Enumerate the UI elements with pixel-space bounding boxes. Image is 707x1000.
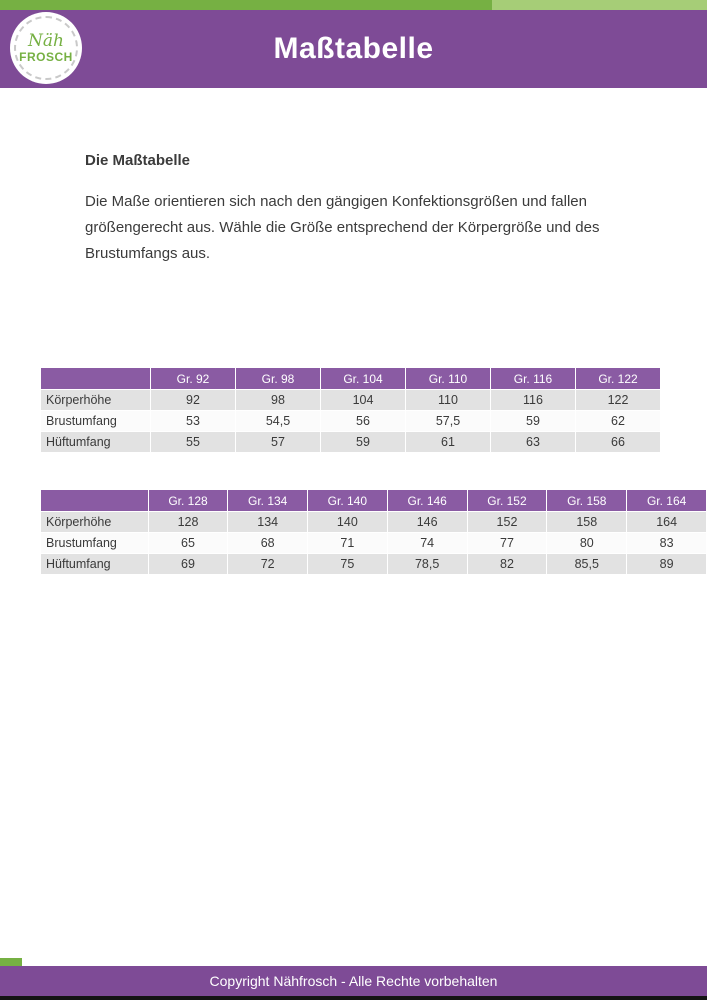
intro-text-block: Die Maßtabelle Die Maße orientieren sich… xyxy=(85,152,620,267)
measurement-value: 80 xyxy=(546,532,628,554)
measurement-value: 146 xyxy=(386,511,468,533)
measurement-value: 110 xyxy=(405,389,491,411)
table-header-row: Gr. 128 Gr. 134 Gr. 140 Gr. 146 Gr. 152 Gr. 1… xyxy=(40,489,707,512)
naehfrosch-logo: Näh FROSCH xyxy=(10,12,82,84)
table-row: Hüftumfang 69 72 75 78,5 82 85,5 89 xyxy=(40,553,707,575)
size-column-header: Gr. 116 xyxy=(490,367,576,390)
measurement-value: 65 xyxy=(147,532,229,554)
measurement-value: 68 xyxy=(227,532,309,554)
table-row: Brustumfang 53 54,5 56 57,5 59 62 xyxy=(40,410,661,432)
top-strip-green xyxy=(0,0,492,10)
measurement-value: 158 xyxy=(546,511,628,533)
measurement-row-label: Hüftumfang xyxy=(40,431,151,453)
measurement-value: 98 xyxy=(235,389,321,411)
intro-paragraph: Die Maße orientieren sich nach den gängi… xyxy=(85,193,600,262)
measurement-value: 57 xyxy=(235,431,321,453)
measurement-value: 164 xyxy=(626,511,707,533)
measurement-value: 116 xyxy=(490,389,576,411)
size-column-header: Gr. 92 xyxy=(150,367,236,390)
size-column-header: Gr. 152 xyxy=(466,489,548,512)
measurement-value: 69 xyxy=(147,553,229,575)
page-title: Maßtabelle xyxy=(273,32,434,65)
measurement-value: 62 xyxy=(575,410,661,432)
section-heading: Die Maßtabelle xyxy=(85,152,191,169)
header-bar: Näh FROSCH Maßtabelle xyxy=(0,10,707,88)
logo-stitch-ring xyxy=(14,16,78,80)
measurement-row-label: Brustumfang xyxy=(40,532,149,554)
size-column-header: Gr. 164 xyxy=(626,489,707,512)
measurement-value: 75 xyxy=(307,553,388,575)
measurement-value: 72 xyxy=(227,553,309,575)
measurement-value: 78,5 xyxy=(386,553,468,575)
measurement-value: 66 xyxy=(575,431,661,453)
table-corner-cell xyxy=(40,489,149,512)
size-column-header: Gr. 134 xyxy=(227,489,309,512)
measurement-value: 61 xyxy=(405,431,491,453)
measurement-row-label: Brustumfang xyxy=(40,410,151,432)
table-header-row: Gr. 92 Gr. 98 Gr. 104 Gr. 110 Gr. 116 Gr. 122 xyxy=(40,367,661,390)
size-column-header: Gr. 146 xyxy=(386,489,468,512)
measurement-value: 92 xyxy=(150,389,236,411)
bottom-edge-line xyxy=(0,996,707,1000)
measurement-value: 55 xyxy=(150,431,236,453)
footer-bar: Copyright Nähfrosch - Alle Rechte vorbeh… xyxy=(0,966,707,996)
size-table-small-sizes: Gr. 92 Gr. 98 Gr. 104 Gr. 110 Gr. 116 Gr. 122… xyxy=(40,367,661,453)
measurement-value: 74 xyxy=(386,532,468,554)
size-table-large-sizes: Gr. 128 Gr. 134 Gr. 140 Gr. 146 Gr. 152 Gr. 1… xyxy=(40,489,707,575)
measurement-value: 82 xyxy=(466,553,548,575)
measurement-value: 59 xyxy=(320,431,406,453)
measurement-value: 56 xyxy=(320,410,406,432)
measurement-value: 83 xyxy=(626,532,707,554)
table-corner-cell xyxy=(40,367,151,390)
table-row: Hüftumfang 55 57 59 61 63 66 xyxy=(40,431,661,453)
table-row: Körperhöhe 92 98 104 110 116 122 xyxy=(40,389,661,411)
measurement-value: 122 xyxy=(575,389,661,411)
measurement-value: 104 xyxy=(320,389,406,411)
table-row: Körperhöhe 128 134 140 146 152 158 164 xyxy=(40,511,707,533)
size-column-header: Gr. 122 xyxy=(575,367,661,390)
measurement-value: 134 xyxy=(227,511,309,533)
measurement-value: 54,5 xyxy=(235,410,321,432)
measurement-value: 140 xyxy=(307,511,388,533)
measurement-value: 71 xyxy=(307,532,388,554)
measurement-value: 59 xyxy=(490,410,576,432)
measurement-value: 89 xyxy=(626,553,707,575)
copyright-text: Copyright Nähfrosch - Alle Rechte vorbeh… xyxy=(209,973,498,989)
footer: Copyright Nähfrosch - Alle Rechte vorbeh… xyxy=(0,958,707,1000)
measurement-row-label: Körperhöhe xyxy=(40,511,149,533)
size-column-header: Gr. 128 xyxy=(147,489,229,512)
measurement-value: 128 xyxy=(147,511,229,533)
measurement-row-label: Hüftumfang xyxy=(40,553,149,575)
measurement-value: 63 xyxy=(490,431,576,453)
footer-spacer xyxy=(0,958,707,966)
table-row: Brustumfang 65 68 71 74 77 80 83 xyxy=(40,532,707,554)
size-column-header: Gr. 140 xyxy=(307,489,388,512)
measurement-value: 77 xyxy=(466,532,548,554)
measurement-value: 85,5 xyxy=(546,553,628,575)
footer-green-accent xyxy=(0,958,22,966)
top-decorative-strip xyxy=(0,0,707,10)
size-column-header: Gr. 110 xyxy=(405,367,491,390)
top-strip-light-green xyxy=(492,0,707,10)
size-column-header: Gr. 158 xyxy=(546,489,628,512)
measurement-row-label: Körperhöhe xyxy=(40,389,151,411)
measurement-value: 57,5 xyxy=(405,410,491,432)
size-column-header: Gr. 98 xyxy=(235,367,321,390)
size-column-header: Gr. 104 xyxy=(320,367,406,390)
measurement-value: 152 xyxy=(466,511,548,533)
measurement-value: 53 xyxy=(150,410,236,432)
